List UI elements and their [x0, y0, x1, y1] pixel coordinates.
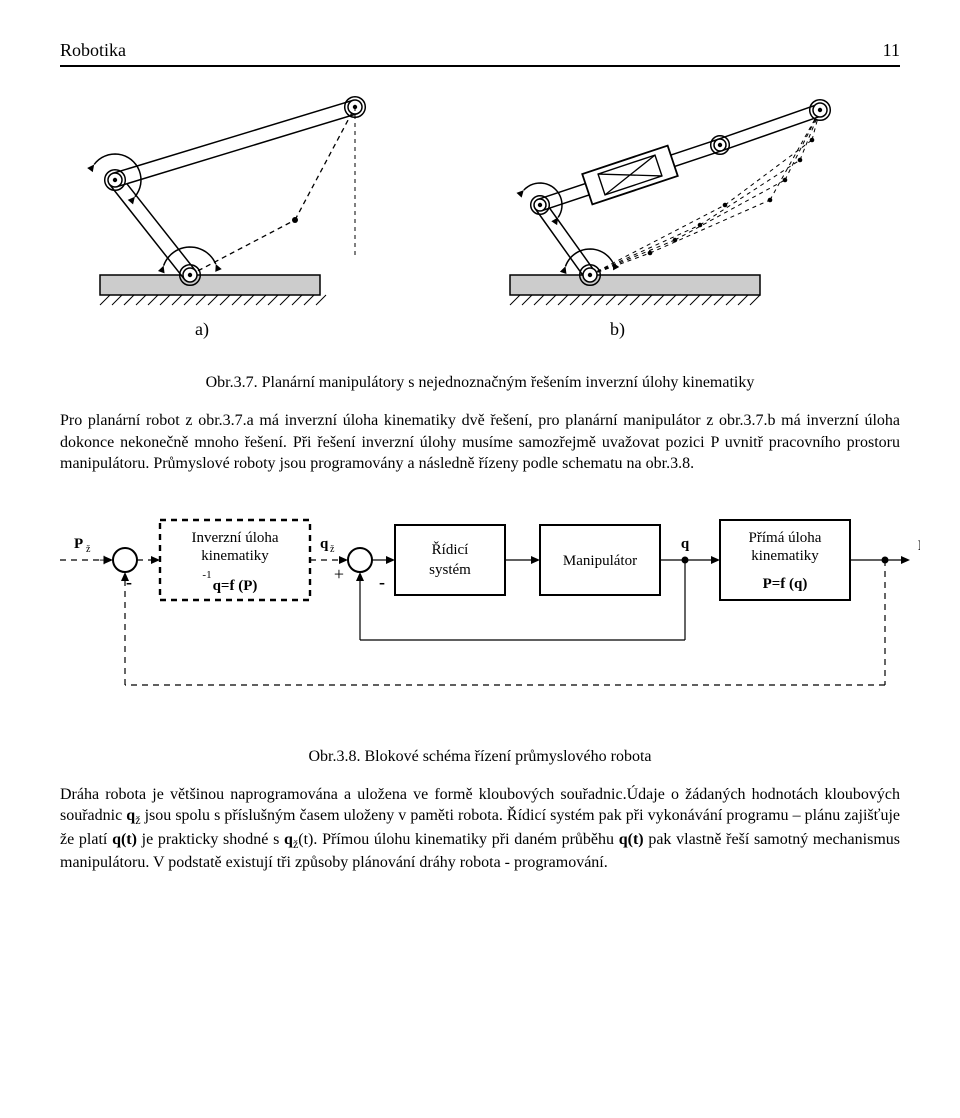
svg-text:Manipulátor: Manipulátor — [563, 553, 637, 569]
caption-3-7: Obr.3.7. Planární manipulátory s nejedno… — [60, 374, 900, 392]
svg-text:+: + — [99, 550, 109, 570]
block-diagram: Pž+-Inverzní úlohakinematiky-1q=f (P)qž+… — [60, 495, 920, 725]
svg-text:P: P — [74, 536, 83, 552]
svg-text:ž: ž — [86, 544, 91, 555]
svg-text:kinematiky: kinematiky — [201, 548, 269, 564]
svg-text:q=f (P): q=f (P) — [213, 578, 258, 594]
header-title: Robotika — [60, 40, 126, 61]
svg-text:a): a) — [195, 319, 209, 340]
svg-text:kinematiky: kinematiky — [751, 548, 819, 564]
svg-text:ž: ž — [330, 544, 335, 555]
manipulator-diagram: a) b) — [70, 85, 890, 345]
svg-text:b): b) — [610, 319, 625, 340]
svg-text:Řídicí: Řídicí — [432, 541, 469, 558]
header-rule — [60, 65, 900, 67]
svg-text:q: q — [320, 536, 329, 552]
figure-3-8: Pž+-Inverzní úlohakinematiky-1q=f (P)qž+… — [60, 495, 900, 730]
svg-text:-1: -1 — [202, 569, 211, 581]
caption-3-8: Obr.3.8. Blokové schéma řízení průmyslov… — [60, 748, 900, 766]
svg-text:P: P — [918, 538, 920, 554]
paragraph-1: Pro planární robot z obr.3.7.a má inverz… — [60, 410, 900, 475]
svg-text:q: q — [681, 536, 690, 552]
svg-text:+: + — [334, 564, 344, 584]
figure-3-7: a) b) — [60, 85, 900, 350]
page-header: Robotika 11 — [60, 40, 900, 61]
svg-text:P=f (q): P=f (q) — [763, 576, 808, 592]
svg-text:Inverzní úloha: Inverzní úloha — [191, 530, 278, 546]
svg-text:systém: systém — [429, 562, 471, 578]
header-page: 11 — [883, 40, 900, 61]
svg-text:Přímá úloha: Přímá úloha — [749, 530, 822, 546]
svg-text:-: - — [126, 572, 132, 592]
svg-text:-: - — [379, 572, 385, 592]
paragraph-2: Dráha robota je většinou naprogramována … — [60, 784, 900, 874]
